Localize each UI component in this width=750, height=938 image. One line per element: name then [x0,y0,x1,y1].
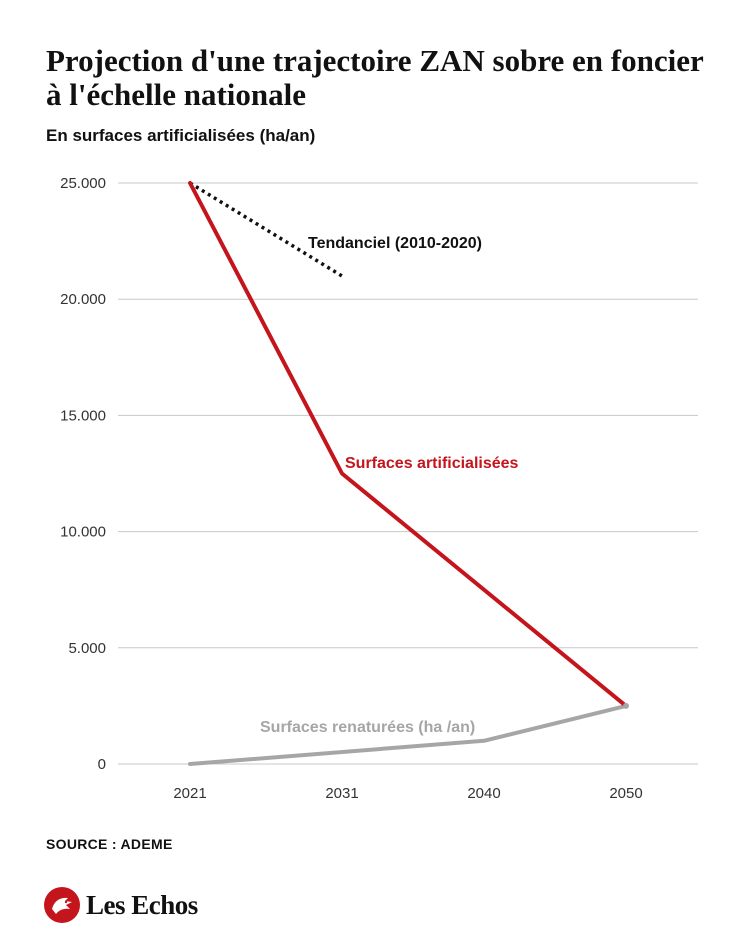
source-note: SOURCE : ADEME [46,836,173,852]
x-tick-label: 2050 [609,785,642,802]
chart-subtitle: En surfaces artificialisées (ha/an) [46,126,316,145]
y-tick-label: 20.000 [60,291,106,308]
y-tick-label: 0 [98,756,106,773]
series-line-surfaces-artificialisees [188,181,628,708]
brand-name: Les Echos [86,889,198,920]
series-endpoint [623,702,629,709]
line-chart: 0 5.000 10.000 15.000 20.000 25.000 2021 2031 20… [60,175,698,802]
series-line-tendanciel-2010-2020 [189,181,343,278]
series-label: Tendanciel (2010-2020) [308,235,482,252]
x-tick-label: 2031 [325,785,358,802]
chart-title: Projection d'une trajectoire ZAN sobre e… [46,43,704,112]
x-tick-label: 2021 [173,785,206,802]
brand: Les Echos [44,887,198,923]
y-tick-label: 25.000 [60,175,106,192]
echos-logo-icon [44,887,80,923]
y-tick-label: 5.000 [68,640,106,657]
series-label: Surfaces artificialisées [345,455,519,472]
series-line-surfaces-renaturees-ha-an [188,703,628,766]
y-tick-label: 10.000 [60,524,106,541]
x-tick-label: 2040 [467,785,500,802]
series-label: Surfaces renaturées (ha /an) [260,719,475,736]
y-tick-label: 15.000 [60,407,106,424]
